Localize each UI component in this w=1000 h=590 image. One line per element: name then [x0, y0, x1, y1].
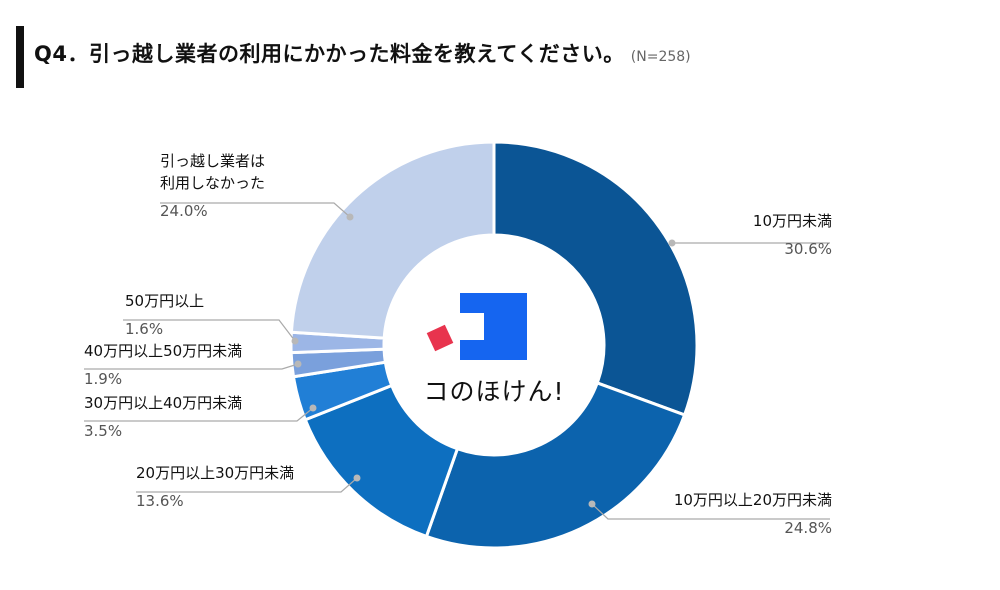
slice-value-3: 13.6% — [136, 492, 184, 510]
slice-labels: 10万円未満 30.6% 10万円以上20万円未満 24.8% 20万円以上30万円未満… — [84, 152, 832, 537]
leader-dot-6 — [291, 337, 299, 345]
donut-slices — [289, 140, 699, 550]
leader-line-6 — [123, 319, 296, 342]
title-accent-bar — [16, 26, 24, 88]
leader-lines — [84, 202, 830, 520]
chart-title: Q4．引っ越し業者の利用にかかった料金を教えてください。 (N=258) — [34, 38, 691, 68]
leader-dot-1 — [668, 239, 676, 247]
leader-line-5 — [84, 363, 299, 370]
slice-value-7: 24.0% — [160, 202, 208, 220]
slice-value-2: 24.8% — [784, 519, 832, 537]
sample-size: (N=258) — [630, 49, 691, 65]
slice-value-6: 1.6% — [125, 320, 163, 338]
leader-dot-2 — [588, 500, 596, 508]
slice-value-1: 30.6% — [784, 240, 832, 258]
logo-mark-icon — [460, 293, 527, 360]
slice-label-7-line-2: 利用しなかった — [160, 174, 265, 192]
slice-7 — [289, 140, 496, 340]
slice-1 — [492, 140, 699, 417]
leader-dot-5 — [294, 360, 302, 368]
logo-dot-icon — [426, 324, 454, 352]
leader-dot-4 — [309, 404, 317, 412]
slice-label-1: 10万円未満 — [753, 212, 832, 230]
slice-label-7-line-1: 引っ越し業者は — [160, 152, 265, 170]
leader-line-2 — [591, 503, 830, 520]
brand-logo: コのほけん! — [423, 293, 564, 406]
leader-dot-7 — [346, 213, 354, 221]
leader-line-7 — [160, 202, 351, 218]
leader-dot-3 — [353, 474, 361, 482]
slice-label-2: 10万円以上20万円未満 — [674, 491, 832, 509]
leader-line-3 — [136, 477, 358, 493]
slice-2 — [424, 381, 687, 550]
slice-label-6: 50万円以上 — [125, 292, 204, 310]
slice-value-5: 1.9% — [84, 370, 122, 388]
slice-label-4: 30万円以上40万円未満 — [84, 394, 242, 412]
slice-label-5: 40万円以上50万円未満 — [84, 342, 242, 360]
slice-value-4: 3.5% — [84, 422, 122, 440]
chart-title-text: Q4．引っ越し業者の利用にかかった料金を教えてください。 — [34, 42, 625, 66]
leader-line-4 — [84, 407, 314, 422]
slice-label-3: 20万円以上30万円未満 — [136, 464, 294, 482]
logo-text: コのほけん! — [423, 377, 564, 406]
